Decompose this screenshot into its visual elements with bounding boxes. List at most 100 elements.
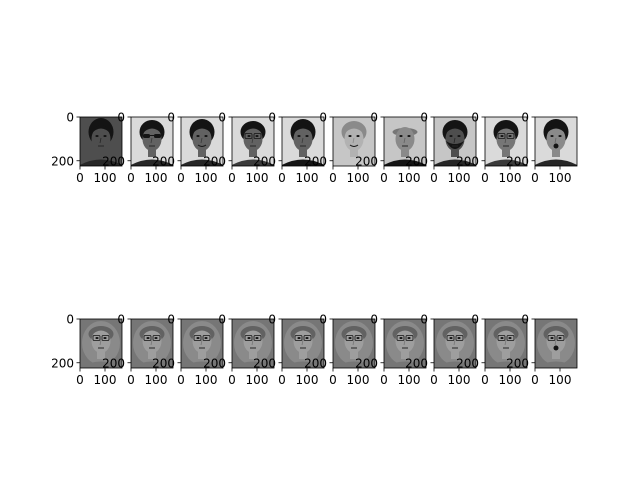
right-eye [255, 135, 259, 137]
right-glasses-frame [506, 335, 515, 341]
y-tick-label: 0 [167, 313, 175, 327]
x-tick-label: 0 [127, 171, 135, 185]
face-image [333, 117, 375, 166]
axes-frame [484, 318, 528, 369]
nose [352, 339, 355, 346]
neck [502, 352, 510, 359]
neck [401, 352, 409, 359]
left-glasses-frame [497, 133, 506, 139]
right-eye [356, 337, 360, 339]
y-tick-label: 200 [456, 154, 479, 168]
shirt [333, 361, 375, 368]
fringe [344, 125, 364, 134]
x-tick-label: 100 [549, 171, 572, 185]
left-eye [196, 337, 200, 339]
left-eye [247, 135, 251, 137]
smiling-mouth [197, 144, 207, 147]
axes-frame [130, 318, 174, 369]
y-tick-label: 200 [102, 154, 125, 168]
face-image [434, 319, 476, 368]
left-lens [143, 134, 150, 138]
open-mouth [553, 143, 559, 149]
face-image [232, 319, 274, 368]
axes-frame [79, 318, 123, 369]
axes-frame [534, 318, 578, 369]
right-glasses-frame [556, 335, 565, 341]
neck [552, 352, 560, 359]
left-eye [550, 135, 554, 137]
face-image [80, 117, 122, 166]
right-eye [457, 337, 461, 339]
y-tick-label: 0 [268, 111, 276, 125]
x-tick-label: 0 [127, 373, 135, 387]
left-glasses-frame [193, 335, 202, 341]
x-tick-label: 0 [329, 373, 337, 387]
axes-frame [180, 116, 224, 167]
y-tick-label: 200 [152, 356, 175, 370]
left-glasses-frame [92, 335, 101, 341]
y-tick-label: 0 [268, 313, 276, 327]
face-image [282, 117, 324, 166]
neck [249, 150, 257, 157]
y-tick-label: 0 [66, 313, 74, 327]
y-tick-label: 0 [521, 111, 529, 125]
right-eye [204, 135, 208, 137]
left-eye [500, 337, 504, 339]
face-image [232, 117, 274, 166]
left-eye [146, 337, 150, 339]
right-lens [154, 134, 161, 138]
nose [150, 339, 153, 346]
left-glasses-frame [345, 335, 354, 341]
neck [198, 150, 206, 157]
axes-frame [534, 116, 578, 167]
fringe [496, 327, 516, 336]
y-tick-label: 200 [253, 356, 276, 370]
left-glasses-frame [294, 335, 303, 341]
y-tick-label: 200 [405, 154, 428, 168]
fringe [192, 327, 212, 336]
y-tick-label: 200 [203, 356, 226, 370]
neck [198, 352, 206, 359]
shirt [232, 361, 274, 368]
nose [200, 137, 203, 144]
left-eye [196, 135, 200, 137]
x-tick-label: 0 [278, 171, 286, 185]
right-glasses-frame [253, 133, 262, 139]
fringe [243, 327, 263, 336]
nose [403, 137, 406, 144]
y-tick-label: 200 [51, 154, 74, 168]
nose [301, 339, 304, 346]
left-glasses-frame [446, 335, 455, 341]
nose [554, 339, 557, 346]
right-glasses-frame [506, 133, 515, 139]
axes-frame [231, 116, 275, 167]
left-eye [449, 337, 453, 339]
x-tick-label: 100 [549, 373, 572, 387]
nose [301, 137, 304, 144]
axes-frame [130, 116, 174, 167]
fringe [445, 327, 465, 336]
nose [99, 339, 102, 346]
axes-frame [231, 318, 275, 369]
left-eye [500, 135, 504, 137]
right-glasses-frame [101, 335, 110, 341]
axes-frame [281, 318, 325, 369]
right-eye [356, 135, 360, 137]
nose [352, 137, 355, 144]
left-eye [399, 337, 403, 339]
left-eye [348, 135, 352, 137]
left-glasses-frame [396, 335, 405, 341]
fringe [243, 125, 263, 134]
shirt [131, 361, 173, 368]
right-eye [407, 337, 411, 339]
